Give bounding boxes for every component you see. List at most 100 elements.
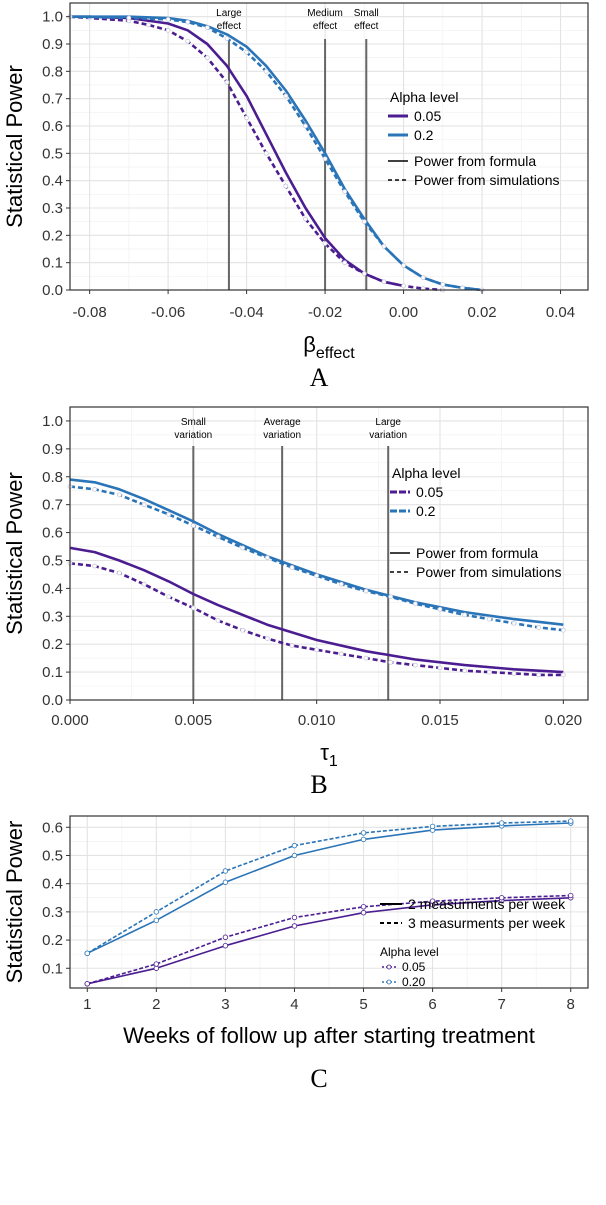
panel-A: Large effect Medium effect Small effect 0.0 0.1… bbox=[2, 2, 589, 392]
y-tick-label: 0.6 bbox=[42, 118, 63, 135]
data-point bbox=[244, 49, 249, 55]
data-point bbox=[440, 282, 446, 287]
data-point bbox=[190, 523, 196, 528]
x-tick-label: 0.010 bbox=[298, 712, 336, 729]
y-tick-label: 0.7 bbox=[42, 497, 63, 514]
legend-title: Alpha level bbox=[390, 89, 459, 105]
data-point bbox=[536, 672, 542, 678]
x-tick-label: 4 bbox=[290, 996, 298, 1013]
reference-line-label: Large bbox=[216, 8, 242, 19]
data-point bbox=[360, 904, 367, 910]
y-tick-label: 0.0 bbox=[42, 282, 63, 299]
x-axis-label-sub: effect bbox=[316, 345, 355, 362]
data-point bbox=[264, 555, 270, 561]
data-point bbox=[420, 275, 426, 281]
y-tick-label: 0.9 bbox=[42, 36, 63, 53]
data-point bbox=[240, 627, 246, 633]
reference-line-label: variation bbox=[263, 430, 301, 441]
series-line-0.05-solid bbox=[87, 897, 571, 985]
data-point bbox=[486, 616, 492, 622]
data-point bbox=[303, 123, 308, 129]
legend-label: 2 measurments per week bbox=[408, 896, 566, 912]
series-line-0.2-solid bbox=[69, 478, 564, 626]
panel-label: A bbox=[310, 363, 329, 392]
y-tick-label: 0.5 bbox=[42, 847, 63, 864]
y-tick-label: 0.4 bbox=[42, 580, 63, 597]
data-point bbox=[303, 216, 308, 222]
data-point bbox=[224, 36, 230, 41]
y-tick-label: 0.3 bbox=[42, 200, 63, 217]
y-tick-label: 0.2 bbox=[42, 227, 63, 244]
y-tick-label: 0.2 bbox=[42, 932, 63, 949]
x-tick-label: -0.04 bbox=[229, 304, 263, 321]
legend-key-point bbox=[386, 979, 392, 985]
x-tick-label: -0.08 bbox=[73, 304, 107, 321]
x-axis-label: τ1 bbox=[320, 740, 338, 770]
data-point bbox=[116, 492, 122, 498]
data-point bbox=[429, 898, 436, 904]
data-point bbox=[342, 260, 348, 266]
data-point bbox=[291, 842, 298, 849]
data-point bbox=[116, 570, 122, 576]
data-point bbox=[360, 910, 367, 916]
legend-title: Alpha level bbox=[380, 945, 439, 959]
y-tick-label: 1.0 bbox=[42, 9, 63, 26]
data-point bbox=[361, 219, 367, 225]
data-point bbox=[263, 150, 269, 156]
reference-lines: Large effect Medium effect Small effect bbox=[216, 8, 379, 290]
legend-key-point bbox=[386, 964, 392, 970]
legend-label: 0.2 bbox=[416, 503, 436, 519]
x-tick-label: 3 bbox=[221, 996, 229, 1013]
data-point bbox=[263, 68, 269, 74]
reference-line-label: Medium bbox=[307, 8, 343, 19]
panel-label: C bbox=[310, 1064, 327, 1093]
data-point bbox=[460, 285, 465, 291]
data-point bbox=[222, 943, 229, 949]
y-tick-label: 0.1 bbox=[42, 255, 63, 272]
data-point bbox=[264, 636, 270, 642]
legend-title: Alpha level bbox=[392, 465, 461, 481]
data-point bbox=[381, 279, 387, 285]
legend: Alpha level 0.05 0.2 Power from formula Powe… bbox=[388, 89, 560, 188]
axis-ticks: 0.0 0.1 0.2 0.3 0.4 0.5 0.6 0.7 0.8 0.9 1.0 0.000 0.… bbox=[42, 413, 582, 729]
data-point bbox=[322, 241, 328, 246]
legend: Alpha level 0.05 0.2 Power from formula Powe… bbox=[390, 465, 562, 580]
reference-line-label: variation bbox=[174, 430, 212, 441]
x-axis-label-sub: 1 bbox=[329, 753, 338, 770]
minor-gridlines bbox=[70, 3, 588, 290]
y-tick-label: 0.3 bbox=[42, 904, 63, 921]
data-point bbox=[338, 651, 344, 657]
major-gridlines bbox=[70, 3, 588, 291]
y-tick-label: 1.0 bbox=[42, 413, 63, 430]
data-point bbox=[291, 914, 298, 921]
reference-line-label: effect bbox=[313, 21, 337, 32]
data-point bbox=[363, 588, 369, 594]
data-point bbox=[204, 55, 210, 61]
data-point bbox=[360, 836, 367, 843]
data-point bbox=[511, 620, 517, 626]
series-line-0.2-dashed bbox=[69, 485, 564, 632]
y-tick-label: 0.2 bbox=[42, 636, 63, 653]
y-axis-label: Statistical Power bbox=[2, 472, 27, 635]
data-point bbox=[141, 502, 147, 508]
data-point bbox=[222, 868, 229, 874]
y-tick-label: 0.7 bbox=[42, 91, 63, 108]
data-point bbox=[437, 665, 443, 671]
x-tick-label: 0.000 bbox=[51, 712, 89, 729]
data-point bbox=[498, 820, 505, 826]
data-point bbox=[511, 671, 517, 676]
data-point bbox=[84, 950, 90, 957]
data-point bbox=[166, 594, 172, 600]
series-line-0.20-dashed bbox=[86, 820, 571, 954]
data-point bbox=[568, 892, 574, 899]
data-point bbox=[166, 512, 172, 517]
data-point bbox=[215, 618, 221, 623]
y-tick-label: 0.1 bbox=[42, 664, 63, 681]
data-point bbox=[141, 581, 147, 587]
series bbox=[67, 478, 566, 678]
series-line-0.05-solid bbox=[69, 546, 564, 674]
panel-B: Small variation Average variation Large varia… bbox=[2, 406, 589, 799]
data-point bbox=[291, 852, 298, 859]
y-tick-label: 0.8 bbox=[42, 63, 63, 80]
